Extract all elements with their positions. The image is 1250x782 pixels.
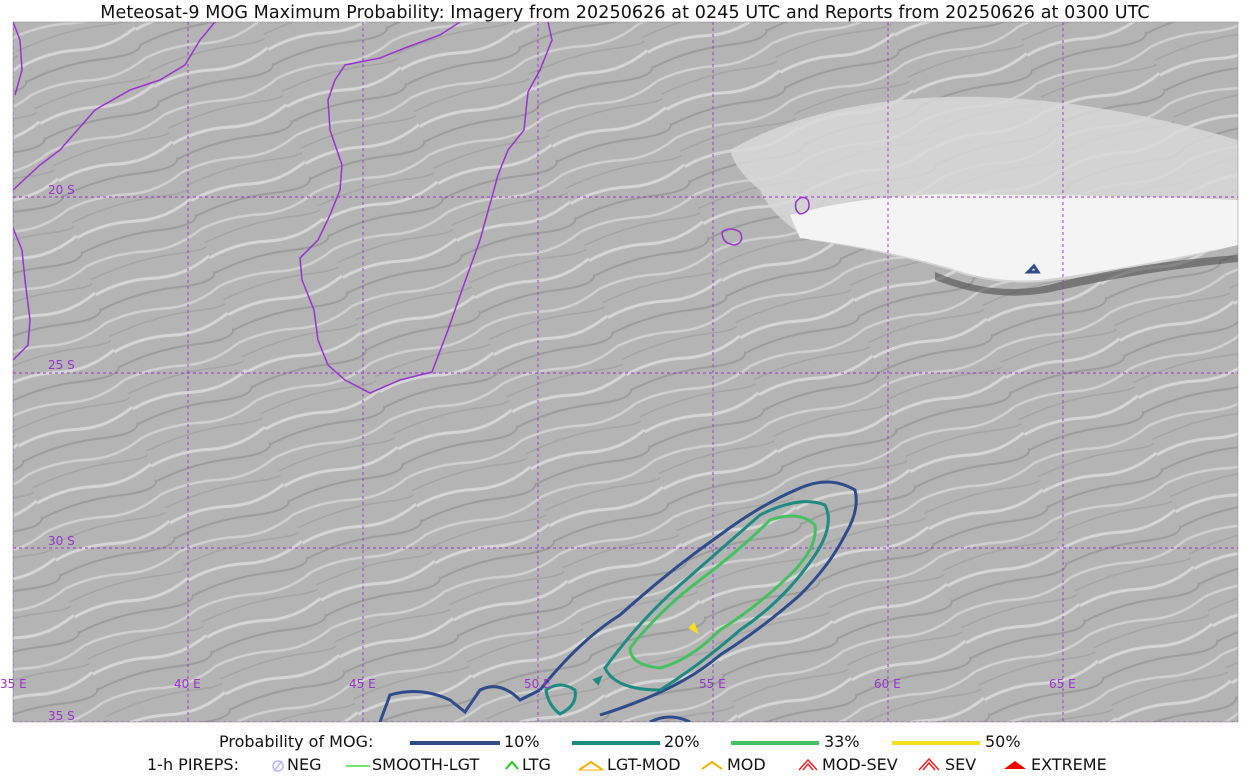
lon-label: 55 E <box>699 677 726 691</box>
probability-legend-title: Probability of MOG: <box>219 732 374 751</box>
pirep-label-sev: SEV <box>945 755 977 774</box>
pirep-label-neg: NEG <box>287 755 322 774</box>
chevron-icon <box>701 760 723 770</box>
chevron-icon <box>505 760 519 770</box>
africa-coastline <box>13 22 216 191</box>
pirep-label-mod-sev: MOD-SEV <box>822 755 898 774</box>
lon-label: 40 E <box>174 677 201 691</box>
lat-label: 25 S <box>48 358 75 372</box>
pirep-label-ltg: LTG <box>522 755 551 774</box>
legend-label-50: 50% <box>985 732 1021 751</box>
lon-label: 50 E <box>524 677 551 691</box>
lat-label: 35 S <box>48 709 75 723</box>
legend-swatch-20 <box>572 741 660 745</box>
double-hat-icon <box>798 758 818 771</box>
hat-icon <box>578 760 604 771</box>
mauritius-island <box>794 196 810 215</box>
pirep-label-extreme: EXTREME <box>1031 755 1107 774</box>
line-icon <box>346 765 370 767</box>
lon-label: 65 E <box>1049 677 1076 691</box>
reunion-island <box>721 228 743 246</box>
legend-label-10: 10% <box>504 732 540 751</box>
mog-contour-50 <box>688 622 699 635</box>
mog-contour-33 <box>628 514 817 670</box>
mog-contour-20 <box>544 500 830 716</box>
lon-label: 45 E <box>349 677 376 691</box>
legend-swatch-33 <box>731 741 819 745</box>
madagascar-coastline <box>299 22 553 394</box>
pireps-legend-title: 1-h PIREPS: <box>147 755 239 774</box>
lat-label: 20 S <box>48 183 75 197</box>
double-chevron-icon <box>918 757 940 771</box>
legend-label-20: 20% <box>664 732 700 751</box>
lon-label: 60 E <box>874 677 901 691</box>
cloud-core <box>790 194 1238 281</box>
legend-label-33: 33% <box>824 732 860 751</box>
pirep-label-mod: MOD <box>727 755 766 774</box>
probability-legend: Probability of MOG: 10% 20% 33% 50% <box>0 731 1250 753</box>
lat-label: 30 S <box>48 534 75 548</box>
neg-circle-icon <box>272 760 284 772</box>
pireps-legend: 1-h PIREPS: NEG SMOOTH-LGT LTG LGT-MOD M… <box>0 754 1250 776</box>
map-title: Meteosat-9 MOG Maximum Probability: Imag… <box>100 3 1150 23</box>
lon-label: 35 E <box>0 677 27 691</box>
legend-swatch-10 <box>410 741 500 745</box>
pirep-label-smooth-lgt: SMOOTH-LGT <box>372 755 480 774</box>
pirep-label-lgt-mod: LGT-MOD <box>607 755 681 774</box>
legend-swatch-50 <box>892 741 980 745</box>
filled-hat-icon <box>1004 761 1026 769</box>
mog-contour-10 <box>378 263 1041 722</box>
